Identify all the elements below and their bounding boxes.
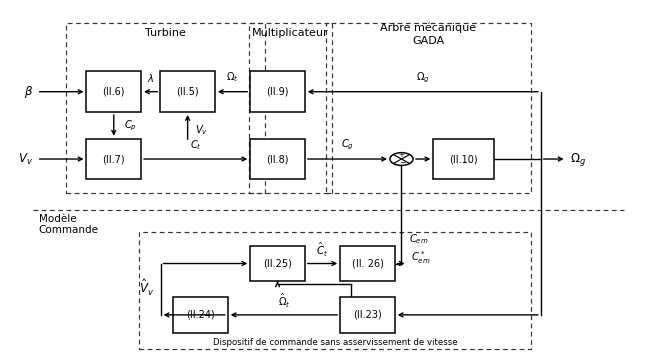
FancyBboxPatch shape xyxy=(174,297,228,333)
Text: −: − xyxy=(399,159,405,167)
Text: $C_g$: $C_g$ xyxy=(341,138,354,152)
Text: (II.9): (II.9) xyxy=(266,87,289,97)
Text: $C_{em}^*$: $C_{em}^*$ xyxy=(411,249,430,266)
Text: GADA: GADA xyxy=(412,36,444,46)
FancyBboxPatch shape xyxy=(86,71,141,112)
FancyBboxPatch shape xyxy=(433,139,494,179)
Circle shape xyxy=(390,153,413,165)
Text: (II.10): (II.10) xyxy=(450,154,478,164)
Text: $\Omega_g$: $\Omega_g$ xyxy=(570,151,586,167)
FancyBboxPatch shape xyxy=(250,246,305,281)
Text: $C_p$: $C_p$ xyxy=(124,118,137,132)
Text: $C_t$: $C_t$ xyxy=(190,138,202,152)
FancyBboxPatch shape xyxy=(250,71,305,112)
Text: Arbre mécanique: Arbre mécanique xyxy=(381,23,477,33)
Text: Dispositif de commande sans asservissement de vitesse: Dispositif de commande sans asservisseme… xyxy=(213,338,458,347)
Text: $\hat{C}_t$: $\hat{C}_t$ xyxy=(317,241,328,259)
Text: Modèle: Modèle xyxy=(39,214,76,224)
Text: $\beta$: $\beta$ xyxy=(25,84,34,100)
Text: Commande: Commande xyxy=(39,225,99,235)
Text: (II.5): (II.5) xyxy=(176,87,199,97)
Text: $\hat{\Omega}_t$: $\hat{\Omega}_t$ xyxy=(277,292,290,311)
Text: (II.24): (II.24) xyxy=(186,310,215,320)
Text: (II.8): (II.8) xyxy=(266,154,289,164)
Text: $C_{em}$: $C_{em}$ xyxy=(409,232,429,246)
FancyBboxPatch shape xyxy=(86,139,141,179)
Text: +: + xyxy=(398,152,404,158)
Text: $\Omega_t$: $\Omega_t$ xyxy=(226,71,239,85)
Text: (II.7): (II.7) xyxy=(103,154,125,164)
FancyBboxPatch shape xyxy=(340,297,395,333)
Text: (II.25): (II.25) xyxy=(263,258,292,268)
Text: (II.23): (II.23) xyxy=(353,310,382,320)
Text: $V_v$: $V_v$ xyxy=(195,123,208,137)
FancyBboxPatch shape xyxy=(250,139,305,179)
Text: Multiplicateur: Multiplicateur xyxy=(252,28,329,38)
Text: (II.6): (II.6) xyxy=(103,87,125,97)
FancyBboxPatch shape xyxy=(161,71,215,112)
Text: $\lambda$: $\lambda$ xyxy=(147,71,154,84)
FancyBboxPatch shape xyxy=(340,246,395,281)
Text: $\hat{V}_v$: $\hat{V}_v$ xyxy=(139,278,154,298)
Text: Turbine: Turbine xyxy=(144,28,186,38)
Text: $V_v$: $V_v$ xyxy=(19,151,34,167)
Text: $\Omega_g$: $\Omega_g$ xyxy=(416,70,430,85)
Text: (II. 26): (II. 26) xyxy=(352,258,383,268)
